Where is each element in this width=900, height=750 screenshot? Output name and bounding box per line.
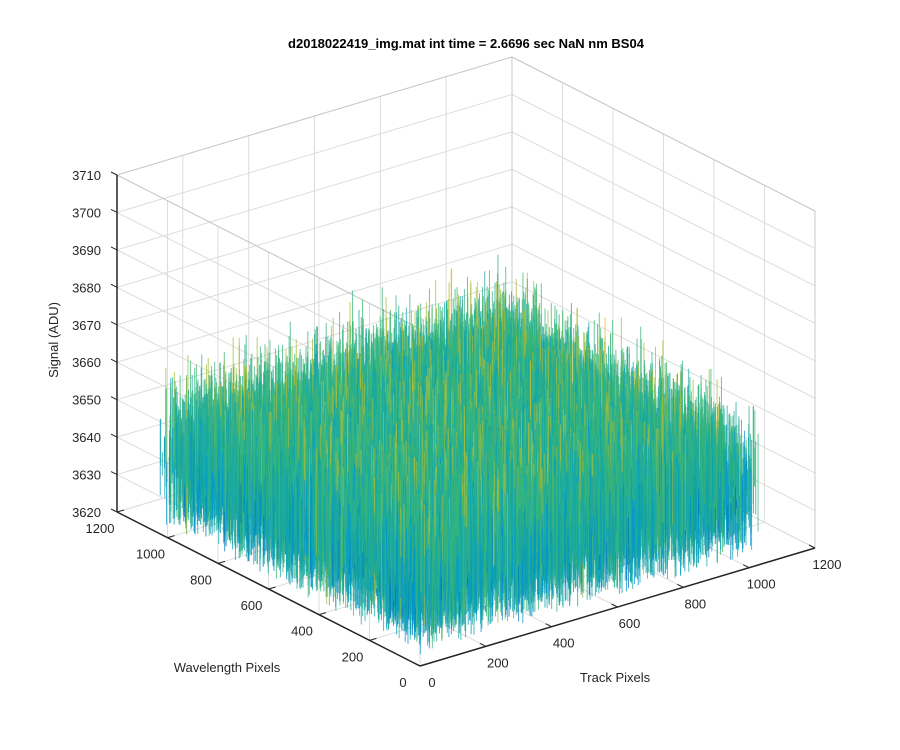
surface [160, 254, 758, 654]
